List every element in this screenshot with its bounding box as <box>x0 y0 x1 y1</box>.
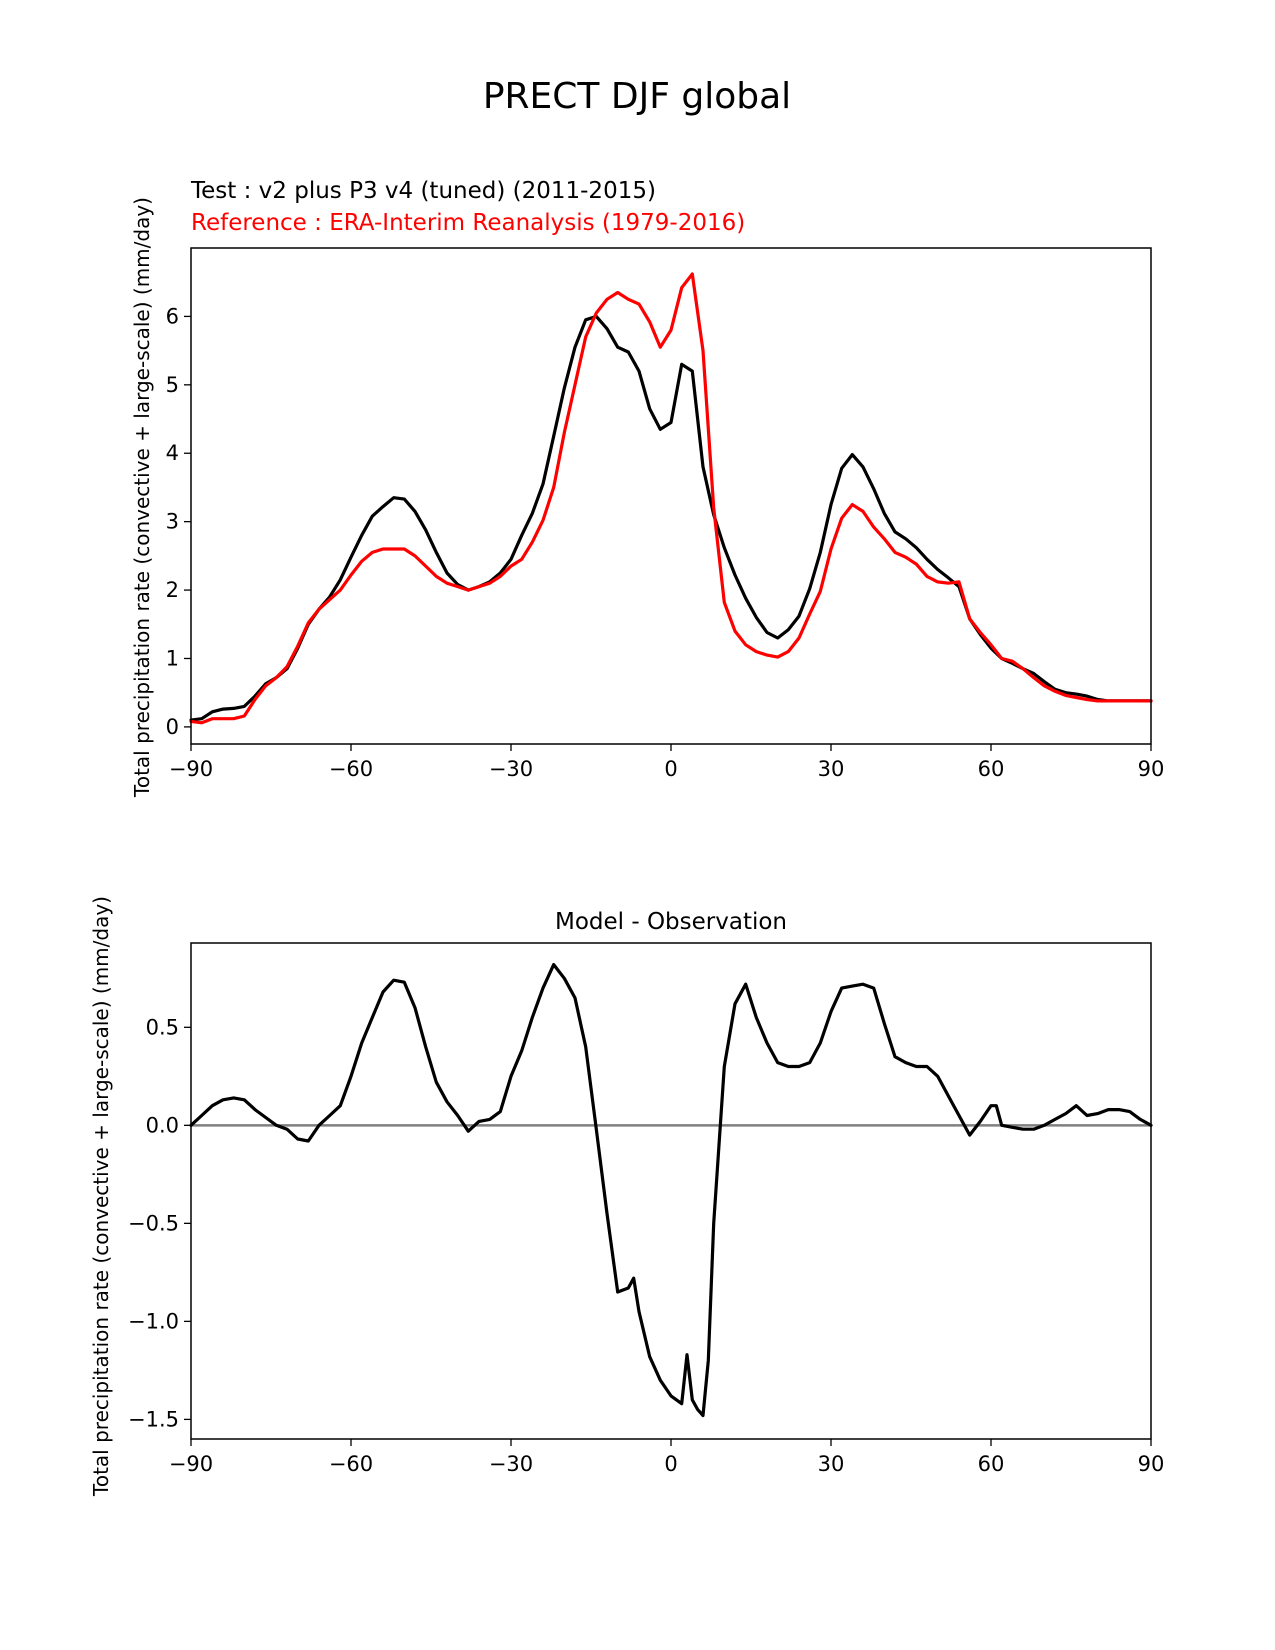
y-tick-label: 3 <box>166 510 179 534</box>
y-tick-label: 1 <box>166 646 179 670</box>
x-tick-label: 0 <box>664 757 677 781</box>
plot-test-vs-reference: Test : v2 plus P3 v4 (tuned) (2011-2015)… <box>130 178 1164 798</box>
y-tick-label: 6 <box>166 304 179 328</box>
x-tick-label: 60 <box>978 757 1005 781</box>
top-series-group <box>189 272 1153 725</box>
y-tick-label: −1.0 <box>128 1309 179 1333</box>
y-tick-label: 0 <box>166 715 179 739</box>
x-tick-label: −30 <box>489 1452 533 1476</box>
bottom-ylabel: Total precipitation rate (convective + l… <box>89 896 113 1497</box>
x-tick-label: 60 <box>978 1452 1005 1476</box>
x-tick-label: −60 <box>329 757 373 781</box>
x-tick-label: 90 <box>1138 757 1165 781</box>
y-tick-label: 0.5 <box>146 1015 179 1039</box>
bottom-plot-frame <box>190 942 1152 1440</box>
bottom-title: Model - Observation <box>555 909 787 935</box>
y-tick-label: 4 <box>166 441 179 465</box>
bottom-series-group <box>189 963 1153 1418</box>
x-tick-label: 30 <box>818 1452 845 1476</box>
x-tick-label: 0 <box>664 1452 677 1476</box>
y-tick-label: −0.5 <box>128 1211 179 1235</box>
x-tick-label: −30 <box>489 757 533 781</box>
top-axes-ticks: −90 −60 −30 0 30 60 90 0 1 2 3 4 5 6 <box>166 304 1165 781</box>
top-plot-frame <box>190 247 1152 745</box>
x-tick-label: −60 <box>329 1452 373 1476</box>
figure-title: PRECT DJF global <box>483 76 791 117</box>
top-ylabel: Total precipitation rate (convective + l… <box>130 197 154 798</box>
y-tick-label: 0.0 <box>146 1113 179 1137</box>
bottom-axes-ticks: −90 −60 −30 0 30 60 90 0.5 0.0 −0.5 −1.0 −1.5 <box>128 1015 1164 1476</box>
y-tick-label: 2 <box>166 578 179 602</box>
plot-model-minus-observation: Model - Observation Total precipitation … <box>89 896 1164 1497</box>
x-tick-label: 90 <box>1138 1452 1165 1476</box>
series-line-test <box>189 314 1153 722</box>
series-line-reference <box>189 272 1153 725</box>
x-tick-label: −90 <box>169 1452 213 1476</box>
x-tick-label: 30 <box>818 757 845 781</box>
reference-label: Reference : ERA-Interim Reanalysis (1979… <box>191 210 745 236</box>
test-label: Test : v2 plus P3 v4 (tuned) (2011-2015) <box>190 178 656 204</box>
x-tick-label: −90 <box>169 757 213 781</box>
y-tick-label: 5 <box>166 373 179 397</box>
series-line-difference <box>189 963 1153 1418</box>
y-tick-label: −1.5 <box>128 1407 179 1431</box>
